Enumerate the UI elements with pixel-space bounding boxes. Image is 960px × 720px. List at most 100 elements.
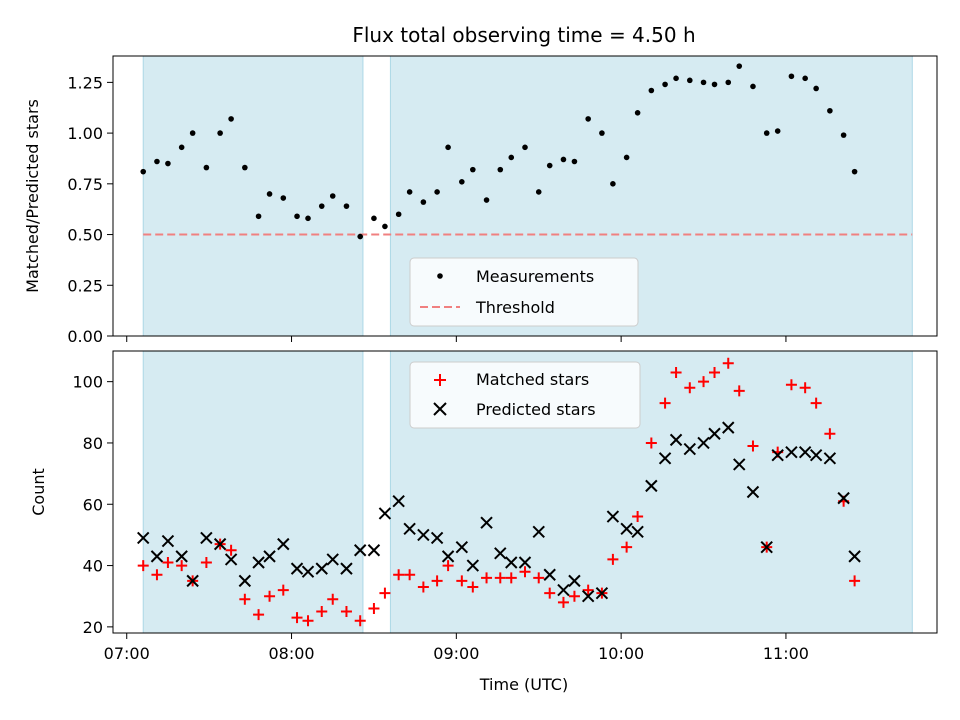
top-ytick-label-2: 0.50 [67, 226, 103, 245]
predicted-star-point-13 [301, 565, 315, 578]
measurement-point-3 [178, 144, 185, 151]
measurement-point-23 [434, 189, 440, 195]
predicted-star-point-49 [760, 540, 773, 554]
xtick-label-2: 09:00 [433, 644, 479, 663]
measurement-point-37 [610, 181, 616, 187]
measurement-point-52 [802, 75, 808, 82]
measurement-point-47 [736, 63, 743, 69]
predicted-star-point-16 [340, 562, 353, 575]
predicted-star-point-56 [848, 550, 861, 563]
measurement-point-0 [140, 168, 147, 175]
predicted-star-point-47 [733, 458, 746, 471]
measurement-point-1 [154, 158, 160, 165]
measurement-point-24 [445, 144, 451, 151]
measurement-point-42 [673, 75, 679, 82]
chart-title: Flux total observing time = 4.50 h [352, 23, 695, 47]
matched-star-point-21 [404, 569, 416, 581]
top-y-axis-label: Matched/Predicted stars [23, 99, 42, 293]
matched-star-point-38 [621, 541, 633, 553]
top-observing-interval-0 [142, 55, 364, 337]
matched-star-point-16 [340, 606, 352, 618]
measurement-point-31 [535, 189, 542, 195]
top-ytick-label-4: 1.00 [67, 124, 103, 143]
predicted-star-point-14 [315, 562, 328, 575]
matched-star-point-7 [225, 544, 237, 556]
measurement-point-27 [483, 197, 490, 203]
matched-star-point-28 [494, 572, 506, 584]
matched-star-point-46 [722, 357, 734, 369]
xtick-label-0: 07:00 [104, 644, 150, 663]
predicted-star-point-34 [568, 574, 581, 588]
top-legend-box [409, 257, 639, 327]
predicted-star-point-23 [430, 531, 444, 545]
matched-star-point-19 [379, 587, 391, 599]
predicted-star-point-38 [620, 522, 633, 535]
predicted-star-point-1 [150, 550, 164, 563]
measurement-point-7 [228, 116, 234, 122]
predicted-star-point-3 [175, 550, 188, 563]
measurement-point-4 [189, 130, 196, 136]
measurement-point-20 [395, 211, 402, 218]
matched-star-point-10 [264, 590, 276, 602]
matched-star-point-9 [253, 609, 265, 621]
measurement-point-49 [763, 130, 770, 136]
measurement-point-46 [725, 79, 732, 86]
predicted-star-point-32 [543, 568, 556, 581]
predicted-star-point-22 [417, 528, 430, 542]
top-ytick-label-3: 0.75 [67, 175, 103, 194]
measurement-point-36 [599, 130, 605, 136]
measurement-point-16 [343, 203, 350, 209]
measurement-point-26 [470, 166, 476, 173]
matched-star-point-23 [431, 575, 443, 587]
measurement-point-53 [813, 85, 819, 92]
matched-star-point-35 [582, 584, 594, 596]
measurement-point-44 [700, 79, 707, 86]
predicted-star-point-10 [263, 550, 276, 563]
predicted-star-point-46 [722, 421, 735, 434]
matched-star-point-47 [733, 385, 745, 397]
predicted-star-point-9 [252, 556, 265, 569]
matched-star-point-56 [849, 575, 861, 587]
predicted-star-point-54 [823, 452, 837, 465]
predicted-star-point-30 [518, 556, 532, 569]
measurement-point-32 [546, 162, 553, 169]
matched-star-point-18 [368, 602, 380, 614]
matched-star-point-8 [239, 593, 251, 605]
matched-star-point-14 [316, 606, 328, 618]
measurement-point-54 [827, 107, 833, 114]
measurement-point-12 [294, 213, 300, 220]
predicted-star-point-53 [809, 449, 823, 462]
measurement-point-38 [623, 154, 630, 161]
measurement-point-22 [420, 199, 427, 205]
measurement-point-33 [560, 156, 567, 163]
bottom-ytick-label-4: 100 [72, 373, 103, 392]
measurement-point-2 [165, 160, 171, 167]
bottom-ytick-label-0: 20 [83, 618, 103, 637]
measurement-point-5 [203, 164, 210, 171]
matched-star-point-27 [481, 572, 493, 584]
predicted-star-point-37 [606, 510, 620, 523]
measurement-point-50 [774, 128, 781, 134]
predicted-star-point-24 [441, 550, 455, 563]
measurement-point-48 [750, 83, 756, 90]
matched-star-point-20 [393, 569, 405, 581]
matched-star-point-30 [519, 566, 531, 578]
measurement-point-56 [851, 168, 858, 175]
matched-star-point-51 [785, 379, 797, 391]
matched-star-point-24 [442, 560, 454, 572]
top-ytick-label-0: 0.00 [67, 327, 103, 346]
predicted-star-point-31 [532, 525, 545, 539]
matched-star-point-13 [302, 615, 314, 627]
bottom-ytick-label-1: 40 [83, 557, 103, 576]
legend-matched-label: Matched stars [476, 370, 589, 389]
measurement-point-14 [318, 203, 325, 209]
measurement-point-28 [497, 166, 504, 173]
measurement-point-18 [371, 215, 377, 222]
predicted-star-point-55 [837, 491, 850, 505]
predicted-star-point-45 [708, 427, 721, 440]
predicted-star-point-27 [480, 516, 493, 529]
matched-star-point-15 [327, 593, 339, 605]
bottom-axes-frame [112, 350, 938, 634]
predicted-star-point-0 [137, 531, 150, 545]
matched-star-point-25 [456, 575, 468, 587]
